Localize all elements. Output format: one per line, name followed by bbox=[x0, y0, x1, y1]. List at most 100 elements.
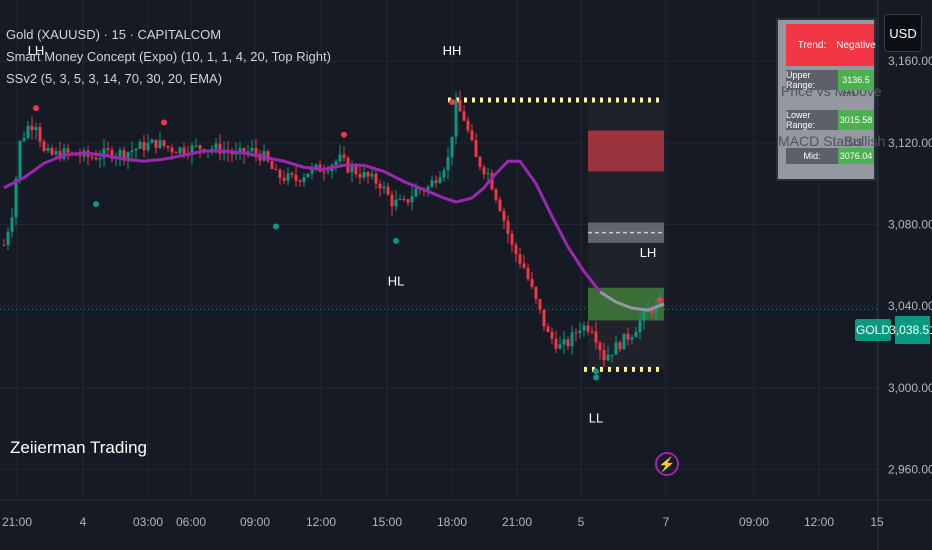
price-axis-label: 3,040.00 bbox=[888, 299, 932, 313]
candle-body bbox=[382, 186, 386, 189]
symbol-tag: GOLD bbox=[855, 319, 891, 341]
price-axis-label: 3,120.00 bbox=[888, 136, 932, 150]
candle-body bbox=[486, 173, 490, 175]
smc-info-panel: Price vs MA Above MACD Status Bullish Tr… bbox=[776, 18, 885, 181]
candle-body bbox=[306, 173, 310, 178]
candle-body bbox=[178, 147, 182, 154]
candle-body bbox=[370, 173, 374, 177]
candle-body bbox=[442, 170, 446, 178]
candle-body bbox=[126, 152, 130, 160]
candle-body bbox=[402, 198, 406, 200]
buy-signal-dot bbox=[593, 368, 599, 375]
candle-body bbox=[610, 354, 614, 356]
bg-macd-status: MACD Status bbox=[778, 133, 863, 149]
candle-body bbox=[462, 111, 466, 121]
candle-body bbox=[194, 145, 198, 147]
candle-body bbox=[538, 299, 542, 310]
time-axis-label: 21:00 bbox=[2, 515, 32, 529]
candle-body bbox=[294, 174, 298, 181]
candle-body bbox=[154, 139, 158, 148]
candle-body bbox=[158, 140, 162, 148]
lower-range-row: Lower Range: 3015.58 bbox=[786, 110, 874, 130]
buy-signal-dot bbox=[593, 374, 599, 381]
candle-body bbox=[474, 140, 478, 157]
candle-body bbox=[410, 196, 414, 203]
candle-body bbox=[638, 320, 642, 333]
candle-body bbox=[362, 171, 366, 178]
candle-body bbox=[546, 326, 550, 332]
sell-signal-dot bbox=[657, 297, 663, 303]
candle-body bbox=[2, 244, 6, 246]
upper-range-row: Upper Range: 3136.5 bbox=[786, 70, 874, 90]
candle-body bbox=[482, 167, 486, 175]
moving-average-neutral-segment bbox=[599, 290, 665, 312]
candle-body bbox=[338, 154, 342, 162]
lightning-icon[interactable]: ⚡ bbox=[655, 452, 679, 476]
trend-row: Trend: Negative bbox=[786, 24, 876, 66]
upper-range-value: 3136.5 bbox=[838, 70, 874, 90]
candle-body bbox=[146, 142, 150, 151]
candle-body bbox=[10, 217, 14, 232]
candle-body bbox=[366, 171, 370, 177]
candle-body bbox=[326, 171, 330, 173]
time-axis-label: 09:00 bbox=[739, 515, 769, 529]
candle-body bbox=[190, 145, 194, 155]
candle-body bbox=[650, 308, 654, 314]
candle-body bbox=[354, 166, 358, 175]
price-axis-label: 3,000.00 bbox=[888, 381, 932, 395]
candle-body bbox=[622, 333, 626, 350]
candle-body bbox=[582, 325, 586, 331]
candle-body bbox=[606, 355, 610, 361]
candle-body bbox=[130, 150, 134, 153]
lower-range-label: Lower Range: bbox=[786, 110, 838, 130]
candle-body bbox=[90, 156, 94, 158]
indicator-smc[interactable]: Smart Money Concept (Expo) (10, 1, 1, 4,… bbox=[6, 49, 331, 64]
time-axis-label: 09:00 bbox=[240, 515, 270, 529]
upper-range-label: Upper Range: bbox=[786, 70, 838, 90]
sell-signal-dot bbox=[161, 119, 167, 126]
candle-body bbox=[78, 155, 82, 157]
candle-body bbox=[358, 174, 362, 178]
candle-body bbox=[490, 173, 494, 190]
candle-body bbox=[182, 147, 186, 154]
candle-body bbox=[150, 139, 154, 143]
candle-body bbox=[642, 310, 646, 321]
indicator-ssv2[interactable]: SSv2 (5, 3, 5, 3, 14, 70, 30, 20, EMA) bbox=[6, 71, 223, 86]
candle-body bbox=[526, 267, 530, 279]
candle-body bbox=[498, 199, 502, 211]
candle-body bbox=[506, 220, 510, 234]
candle-body bbox=[34, 127, 38, 130]
time-axis-label: 15 bbox=[870, 515, 884, 529]
candle-body bbox=[542, 309, 546, 327]
structure-label: HH bbox=[443, 43, 462, 58]
candle-body bbox=[654, 304, 658, 314]
candle-body bbox=[334, 161, 338, 166]
time-axis-label: 03:00 bbox=[133, 515, 163, 529]
candle-body bbox=[446, 157, 450, 171]
structure-label: LH bbox=[28, 43, 45, 58]
candle-body bbox=[50, 148, 54, 155]
candle-body bbox=[590, 331, 594, 333]
candle-body bbox=[470, 130, 474, 141]
currency-button[interactable]: USD bbox=[884, 14, 922, 52]
candle-body bbox=[618, 342, 622, 350]
structure-label: HL bbox=[388, 274, 405, 289]
candle-body bbox=[210, 148, 214, 150]
moving-average-line bbox=[3, 149, 665, 312]
candle-body bbox=[290, 173, 294, 175]
symbol-title[interactable]: Gold (XAUUSD) · 15 · CAPITALCOM bbox=[6, 27, 222, 42]
candle-body bbox=[26, 125, 30, 138]
candle-body bbox=[22, 137, 26, 141]
candle-body bbox=[634, 332, 638, 338]
candle-body bbox=[450, 136, 454, 158]
time-axis-label: 15:00 bbox=[372, 515, 402, 529]
candle-body bbox=[534, 287, 538, 300]
candle-body bbox=[46, 148, 50, 151]
candle-body bbox=[574, 332, 578, 334]
candle-body bbox=[454, 100, 458, 137]
candle-body bbox=[282, 177, 286, 181]
candle-body bbox=[58, 151, 62, 159]
buy-signal-dot bbox=[273, 223, 279, 230]
candle-body bbox=[430, 180, 434, 187]
candle-body bbox=[438, 177, 442, 183]
